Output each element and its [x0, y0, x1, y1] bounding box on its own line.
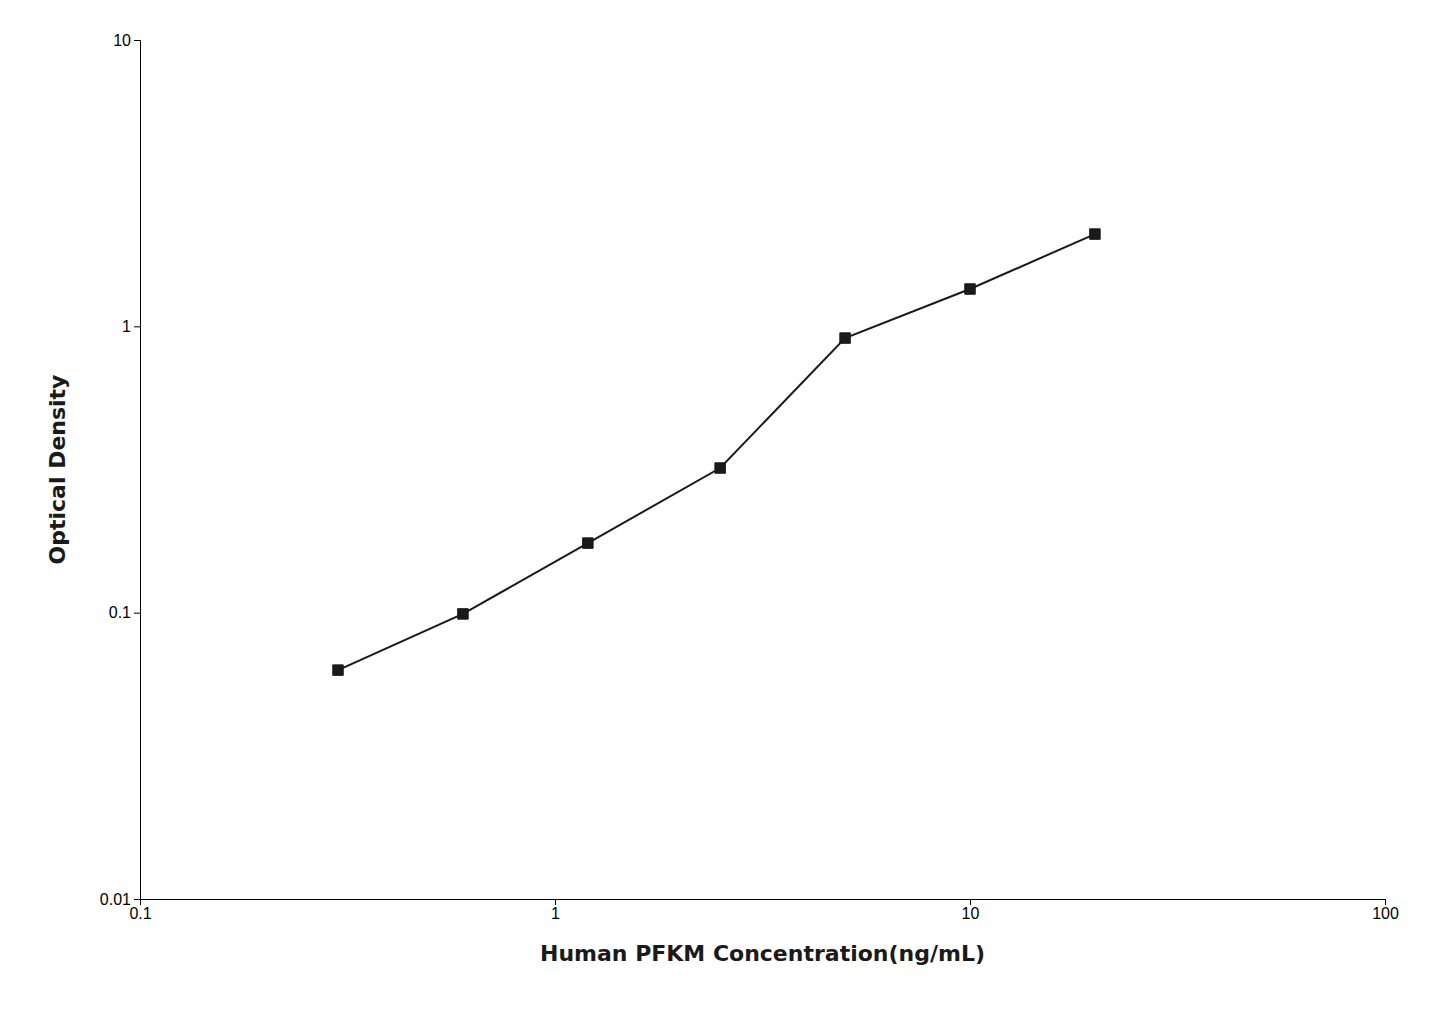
y-tick-label: 0.01 [100, 891, 131, 908]
y-tick: 0.1 [109, 604, 140, 621]
y-tick-label: 1 [122, 318, 131, 335]
x-tick-mark [1385, 899, 1386, 905]
x-tick-mark [970, 899, 971, 905]
y-axis: 0.01 0.1 1 10 [100, 32, 141, 908]
x-tick-label: 0.1 [129, 905, 151, 922]
x-tick-label: 1 [551, 905, 560, 922]
data-point [583, 538, 593, 548]
data-point [458, 609, 468, 619]
x-tick: 1 [551, 899, 560, 922]
data-point [840, 333, 850, 343]
data-point [1090, 229, 1100, 239]
x-axis: 0.1 1 10 100 [129, 899, 1399, 922]
data-point [333, 665, 343, 675]
x-tick-label: 100 [1372, 905, 1399, 922]
y-tick: 1 [122, 318, 140, 335]
data-point [965, 284, 975, 294]
y-axis-title: Optical Density [45, 375, 70, 565]
x-axis-title: Human PFKM Concentration(ng/mL) [540, 941, 985, 966]
x-tick-label: 10 [962, 905, 980, 922]
y-tick-mark [134, 899, 140, 900]
y-tick: 10 [113, 32, 140, 49]
x-axis-line [141, 900, 1386, 906]
plot-area [333, 229, 1100, 676]
y-tick-label: 0.1 [109, 604, 131, 621]
data-line [338, 234, 1095, 670]
data-point [715, 463, 725, 473]
y-axis-line [134, 41, 141, 900]
y-tick: 0.01 [100, 891, 140, 908]
x-tick: 10 [962, 899, 980, 922]
chart: 0.11101000.010.1110Human PFKM Concentrat… [0, 0, 1445, 1009]
x-tick: 0.1 [129, 899, 151, 922]
y-tick-label: 10 [113, 32, 131, 49]
y-tick-mark [134, 326, 140, 327]
y-tick-mark [134, 613, 140, 614]
y-tick-mark [134, 40, 140, 41]
x-tick-mark [555, 899, 556, 905]
x-tick: 100 [1372, 899, 1399, 922]
